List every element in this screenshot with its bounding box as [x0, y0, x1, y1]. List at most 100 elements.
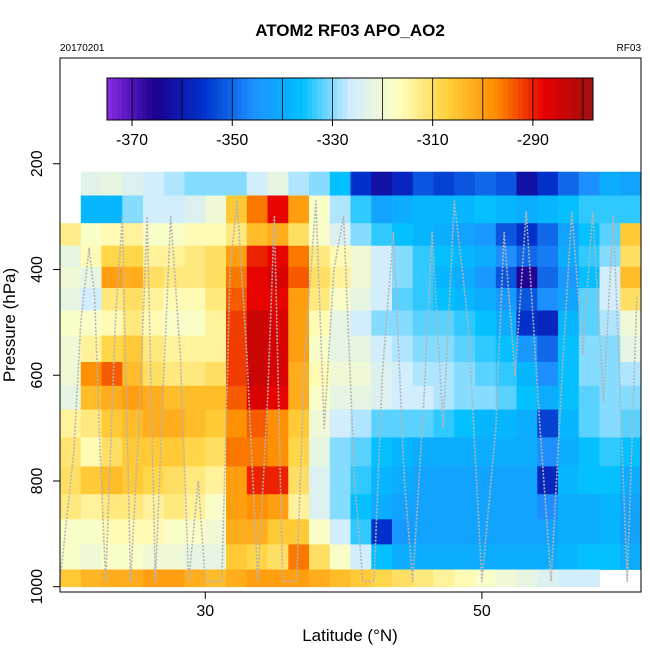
heatmap-cell: [392, 494, 414, 520]
heatmap-cell: [288, 385, 310, 410]
heatmap-cell: [267, 195, 289, 224]
heatmap-cell: [288, 266, 310, 289]
heatmap-cell: [101, 195, 123, 224]
heatmap-cell: [371, 409, 393, 438]
heatmap-cell: [267, 466, 289, 495]
colorbar-segment: [302, 78, 308, 120]
heatmap-cell: [537, 335, 559, 363]
heatmap-cell: [309, 195, 331, 224]
heatmap-cell: [267, 519, 289, 545]
heatmap-cell: [288, 223, 310, 247]
heatmap-cell: [620, 171, 642, 196]
colorbar-segment: [152, 78, 158, 120]
heatmap-cell: [205, 335, 227, 363]
heatmap-cell: [267, 544, 289, 570]
colorbar-segment: [367, 78, 374, 120]
heatmap-cell: [288, 310, 310, 336]
heatmap-cell: [163, 544, 185, 570]
heatmap-cell: [433, 245, 455, 268]
heatmap-cell: [371, 335, 393, 363]
heatmap-cell: [454, 245, 476, 268]
heatmap-cell: [475, 288, 497, 311]
heatmap-cell: [309, 544, 331, 570]
colorbar-segment: [297, 78, 303, 120]
heatmap-cell: [226, 385, 248, 410]
heatmap-cell: [558, 466, 580, 495]
colorbar-segment: [492, 78, 499, 120]
heatmap-cell: [329, 245, 351, 268]
heatmap-cell: [309, 385, 331, 410]
heatmap-cell: [184, 223, 206, 247]
heatmap-cell: [558, 310, 580, 336]
heatmap-cell: [392, 569, 414, 588]
heatmap-cell: [495, 519, 517, 545]
heatmap-cell: [143, 245, 165, 268]
colorbar-segment: [112, 78, 118, 120]
heatmap-cell: [226, 409, 248, 438]
heatmap-cell: [163, 195, 185, 224]
heatmap-cell: [599, 288, 621, 311]
heatmap-cell: [163, 437, 185, 467]
colorbar-segment: [312, 78, 318, 120]
colorbar-segment: [382, 78, 389, 120]
colorbar-segment: [552, 78, 559, 120]
heatmap-cell: [558, 519, 580, 545]
heatmap-cell: [309, 466, 331, 495]
heatmap-cell: [537, 171, 559, 196]
heatmap-cell: [122, 362, 144, 387]
heatmap-cell: [309, 310, 331, 336]
colorbar-segment: [137, 78, 143, 120]
heatmap-cell: [558, 544, 580, 570]
heatmap-cell: [143, 266, 165, 289]
colorbar-segment: [447, 78, 454, 120]
colorbar-segment: [542, 78, 549, 120]
heatmap-cell: [143, 310, 165, 336]
heatmap-cell: [371, 288, 393, 311]
heatmap-cell: [495, 569, 517, 588]
heatmap-cell: [60, 385, 82, 410]
heatmap-cell: [392, 466, 414, 495]
heatmap-cell: [60, 245, 82, 268]
heatmap-cell: [412, 362, 434, 387]
colorbar-segment: [292, 78, 298, 120]
heatmap-cell: [516, 245, 538, 268]
heatmap-cell: [433, 494, 455, 520]
heatmap-cell: [101, 310, 123, 336]
colorbar-segment: [357, 78, 364, 120]
heatmap-cell: [80, 335, 102, 363]
colorbar-segment: [512, 78, 519, 120]
heatmap-cell: [143, 385, 165, 410]
heatmap-cell: [578, 466, 600, 495]
colorbar-segment: [487, 78, 494, 120]
heatmap-cells: [60, 171, 642, 588]
heatmap-cell: [143, 437, 165, 467]
colorbar-segment: [582, 78, 589, 120]
heatmap-cell: [267, 223, 289, 247]
heatmap-cell: [412, 437, 434, 467]
heatmap-cell: [454, 409, 476, 438]
heatmap-cell: [578, 195, 600, 224]
heatmap-cell: [246, 569, 268, 588]
heatmap-cell: [205, 409, 227, 438]
heatmap-cell: [267, 310, 289, 336]
heatmap-cell: [60, 288, 82, 311]
heatmap-cell: [475, 223, 497, 247]
heatmap-cell: [350, 569, 372, 588]
heatmap-cell: [122, 171, 144, 196]
heatmap-cell: [122, 195, 144, 224]
heatmap-cell: [143, 171, 165, 196]
heatmap-cell: [475, 171, 497, 196]
heatmap-cell: [80, 519, 102, 545]
heatmap-cell: [371, 519, 393, 545]
x-tick-label: 30: [196, 603, 214, 620]
heatmap-cell: [184, 288, 206, 311]
heatmap-cell: [516, 409, 538, 438]
colorbar-segment: [537, 78, 544, 120]
heatmap-cell: [371, 310, 393, 336]
colorbar-segment: [517, 78, 524, 120]
heatmap-cell: [620, 362, 642, 387]
heatmap-cell: [599, 437, 621, 467]
heatmap-cell: [454, 195, 476, 224]
heatmap-cell: [412, 519, 434, 545]
colorbar-segment: [117, 78, 123, 120]
